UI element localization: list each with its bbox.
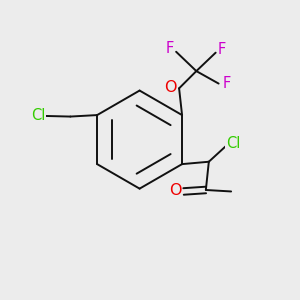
Text: O: O [169, 183, 182, 198]
Text: F: F [218, 42, 226, 57]
Text: O: O [164, 80, 176, 95]
Text: Cl: Cl [226, 136, 240, 152]
Text: F: F [166, 41, 174, 56]
Text: Cl: Cl [32, 109, 46, 124]
Text: F: F [223, 76, 231, 91]
